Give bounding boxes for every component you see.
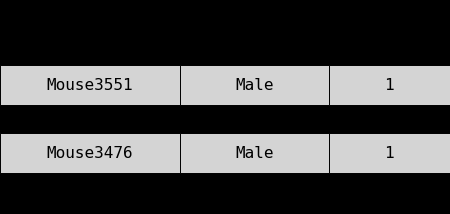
Bar <box>180 65 328 105</box>
Text: 1: 1 <box>384 77 394 92</box>
Text: Male: Male <box>235 77 274 92</box>
Bar <box>180 133 328 173</box>
Bar <box>328 65 450 105</box>
Bar <box>328 133 450 173</box>
Bar <box>0 65 180 105</box>
Text: 1: 1 <box>384 146 394 160</box>
Bar <box>0 133 180 173</box>
Text: Male: Male <box>235 146 274 160</box>
Text: Mouse3476: Mouse3476 <box>47 146 133 160</box>
Text: Mouse3551: Mouse3551 <box>47 77 133 92</box>
